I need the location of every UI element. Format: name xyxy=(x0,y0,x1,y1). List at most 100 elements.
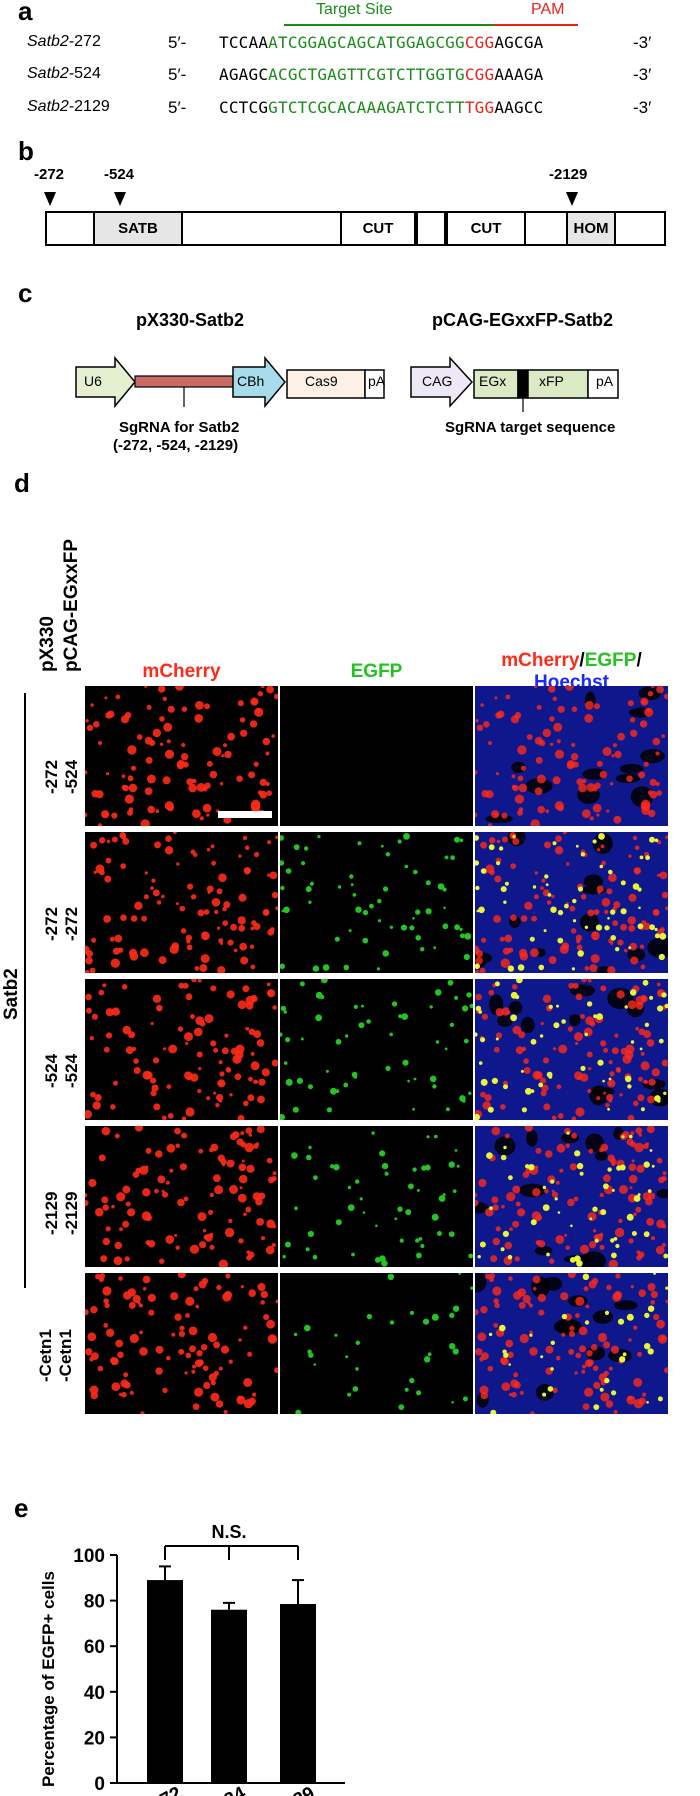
micrograph-egfp-row1 xyxy=(280,832,473,973)
merge-egfp: EGFP xyxy=(584,650,637,671)
cut-domain-1: CUT xyxy=(340,213,416,244)
y-tick-label: 100 xyxy=(73,1546,105,1567)
seq-name-0: Satb2-272 xyxy=(27,33,101,51)
target-sequence-block xyxy=(517,369,529,399)
micrograph-egfp-row3 xyxy=(280,1126,473,1267)
sgrna-caption-1: SgRNA for Satb2 xyxy=(119,419,240,436)
seq-name-1: Satb2-524 xyxy=(27,65,101,83)
pam-line xyxy=(494,24,578,26)
seq-flank-left: AGAGC xyxy=(219,65,269,84)
u6-promoter-arrow xyxy=(75,355,136,409)
tick-label-2129: -2129 xyxy=(549,166,588,183)
seq-site: -2129 xyxy=(68,98,110,115)
panel-a-letter: a xyxy=(18,0,33,26)
seq-site: -272 xyxy=(68,33,101,50)
row-label-0: -272 -524 xyxy=(42,760,82,794)
row-label-line2: -Cetn1 xyxy=(56,1328,75,1382)
row-label-1: -272 -272 xyxy=(42,906,82,940)
y-axis-label: Percentage of EGFP+ cells xyxy=(39,1571,58,1787)
micrograph-mcherry-row0 xyxy=(85,686,278,826)
five-prime-label: 5′- xyxy=(168,33,187,52)
px330-construct xyxy=(75,355,385,409)
seq-flank-right: AAAGA xyxy=(494,65,544,84)
seq-pam: CGG xyxy=(464,65,495,84)
seq-site: -524 xyxy=(68,65,101,82)
y-tick-label: 40 xyxy=(84,1683,105,1704)
bar-2 xyxy=(280,1604,316,1783)
target-site-label: Target Site xyxy=(316,1,393,18)
row-label-line2: -272 xyxy=(62,906,81,941)
header-pcag-egxxfp: pCAG-EGxxFP xyxy=(61,538,82,672)
five-prime-label: 5′- xyxy=(168,98,187,117)
target-site-line xyxy=(284,24,494,26)
row-label-line1: -524 xyxy=(42,1053,61,1088)
seq-name-2: Satb2-2129 xyxy=(27,98,110,116)
pam-label: PAM xyxy=(531,1,565,18)
row-label-line1: -272 xyxy=(42,906,61,941)
seq-gene-name: Satb2 xyxy=(27,65,69,82)
xfp-box xyxy=(527,369,589,399)
cut-domain-2: CUT xyxy=(446,213,526,244)
cas9-label: Cas9 xyxy=(305,373,338,389)
cas9-box xyxy=(286,369,366,399)
panel-c-letter: c xyxy=(18,278,33,308)
pa-box-left xyxy=(364,369,385,399)
row-label-line2: -2129 xyxy=(62,1191,81,1235)
three-prime-label: -3′ xyxy=(633,98,652,117)
merge-mcherry: mCherry xyxy=(501,650,580,671)
micrograph-merge-row0 xyxy=(475,686,668,826)
y-tick-label: 60 xyxy=(84,1637,105,1658)
seq-pam: TGG xyxy=(464,98,495,117)
col-head-egfp: EGFP xyxy=(350,661,403,682)
col-head-mcherry: mCherry xyxy=(142,661,221,682)
bar-1 xyxy=(211,1609,247,1783)
row-label-line2: -524 xyxy=(62,1053,81,1088)
micrograph-mcherry-row4 xyxy=(85,1273,278,1414)
micrograph-mcherry-row2 xyxy=(85,979,278,1120)
bar-chart: 0 20 40 60 80 100 Percentage of EGFP+ cells -27… xyxy=(39,1522,345,1796)
sequence-1: AGAGCACGCTGAGTTCGTCTTGGTGCGGAAAGA xyxy=(219,65,544,84)
tick-marker-524 xyxy=(114,192,126,206)
row-label-line1: -Cetn1 xyxy=(36,1328,55,1382)
pa-label-right: pA xyxy=(596,373,614,389)
y-tick-label: 0 xyxy=(94,1774,105,1795)
sgrna-caption-2: (-272, -524, -2129) xyxy=(113,437,239,454)
micrograph-mcherry-row1 xyxy=(85,832,278,973)
scale-bar xyxy=(218,811,272,818)
seq-pam: CGG xyxy=(464,33,495,52)
xfp-label: xFP xyxy=(539,373,564,389)
merge-slash-1: / xyxy=(579,650,585,671)
satb2-bracket-line xyxy=(24,693,26,1288)
panel-d-letter: d xyxy=(14,468,30,498)
micrograph-merge-row1 xyxy=(475,832,668,973)
hom-domain: HOM xyxy=(566,213,616,244)
egx-label: EGx xyxy=(479,373,507,389)
seq-flank-left: TCCAA xyxy=(219,33,269,52)
seq-target: ATCGGAGCAGCATGGAGCGG xyxy=(268,33,465,52)
seq-target: GTCTCGCACAAAGATCTCTT xyxy=(268,98,465,117)
panel-e-letter: e xyxy=(14,1493,29,1523)
five-prime-label: 5′- xyxy=(168,65,187,84)
header-px330: pX330 xyxy=(37,616,58,672)
sequence-2: CCTCGGTCTCGCACAAAGATCTCTTTGGAAGCC xyxy=(219,98,544,117)
pa-label-left: pA xyxy=(368,373,386,389)
satb2-group-label: Satb2 xyxy=(1,968,22,1020)
seq-gene-name: Satb2 xyxy=(27,98,69,115)
tick-marker-272 xyxy=(44,192,56,206)
row-label-2: -524 -524 xyxy=(42,1053,82,1087)
row-label-line1: -2129 xyxy=(42,1191,61,1235)
x-tick-label-2: -2129 xyxy=(266,1783,319,1796)
micrograph-mcherry-row3 xyxy=(85,1126,278,1267)
micrograph-merge-row3 xyxy=(475,1126,668,1267)
tick-label-272: -272 xyxy=(34,166,65,183)
row-label-4: -Cetn1 -Cetn1 xyxy=(36,1329,76,1382)
tick-label-524: -524 xyxy=(104,166,135,183)
seq-flank-right: AGCGA xyxy=(494,33,544,52)
bar-0 xyxy=(147,1580,183,1783)
seq-flank-right: AAGCC xyxy=(494,98,544,117)
px330-title: pX330-Satb2 xyxy=(136,310,245,330)
cag-promoter-arrow xyxy=(410,356,474,408)
pa-box-right xyxy=(587,369,619,399)
y-tick-label: 80 xyxy=(84,1592,105,1613)
satb-domain: SATB xyxy=(93,213,183,244)
